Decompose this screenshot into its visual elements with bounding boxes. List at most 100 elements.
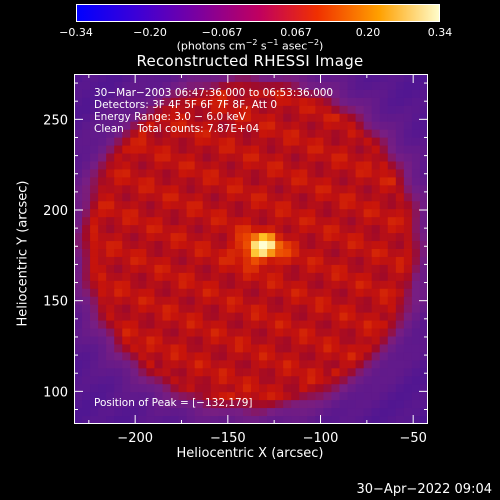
- heatmap-cell: [170, 328, 180, 338]
- heatmap-cell: [154, 328, 164, 338]
- heatmap-cell: [387, 137, 397, 147]
- heatmap-cell: [218, 161, 228, 171]
- heatmap-cell: [242, 233, 252, 242]
- heatmap-cell: [202, 129, 212, 139]
- heatmap-cell: [267, 288, 276, 298]
- heatmap-cell: [90, 304, 99, 314]
- heatmap-cell: [267, 272, 276, 282]
- heatmap-cell: [339, 145, 349, 155]
- heatmap-cell: [379, 280, 389, 290]
- heatmap-cell: [146, 249, 156, 258]
- heatmap-cell: [355, 344, 365, 353]
- heatmap-cell: [218, 89, 228, 99]
- heatmap-cell: [355, 280, 365, 290]
- heatmap-cell: [275, 400, 284, 409]
- heatmap-cell: [170, 145, 180, 155]
- heatmap-cell: [387, 272, 397, 282]
- heatmap-cell: [106, 74, 115, 83]
- heatmap-cell: [371, 121, 381, 131]
- heatmap-cell: [315, 368, 325, 377]
- heatmap-cell: [323, 296, 333, 306]
- heatmap-cell: [82, 249, 91, 258]
- heatmap-cell: [234, 225, 244, 234]
- heatmap-cell: [283, 256, 292, 266]
- heatmap-cell: [403, 129, 413, 139]
- y-tick-label: 150: [43, 295, 68, 310]
- heatmap-cell: [387, 312, 397, 322]
- heatmap-cell: [170, 233, 180, 242]
- heatmap-cell: [307, 344, 316, 353]
- heatmap-cell: [283, 272, 292, 282]
- heatmap-cell: [242, 145, 252, 155]
- heatmap-cell: [419, 129, 428, 139]
- heatmap-cell: [114, 81, 123, 91]
- heatmap-cell: [130, 296, 139, 306]
- heatmap-cell: [291, 209, 300, 218]
- heatmap-cell: [82, 193, 91, 202]
- heatmap-cell: [299, 177, 308, 186]
- heatmap-cell: [74, 392, 83, 401]
- heatmap-cell: [130, 384, 139, 393]
- heatmap-cell: [82, 185, 91, 194]
- heatmap-cell: [130, 97, 139, 107]
- heatmap-cell: [114, 161, 123, 171]
- heatmap-cell: [419, 328, 428, 338]
- heatmap-cell: [323, 280, 333, 290]
- heatmap-cell: [379, 81, 389, 91]
- heatmap-cell: [90, 233, 99, 242]
- heatmap-cell: [178, 89, 188, 99]
- heatmap-cell: [162, 161, 172, 171]
- heatmap-cell: [323, 161, 333, 171]
- heatmap-cell: [371, 105, 381, 115]
- heatmap-cell: [178, 113, 188, 123]
- heatmap-cell: [363, 105, 373, 115]
- heatmap-cell: [138, 288, 148, 298]
- heatmap-cell: [347, 408, 357, 417]
- heatmap-cell: [315, 312, 325, 322]
- heatmap-cell: [234, 312, 244, 322]
- heatmap-cell: [387, 336, 397, 346]
- heatmap-cell: [395, 113, 405, 123]
- heatmap-cell: [347, 376, 357, 385]
- heatmap-cell: [387, 129, 397, 139]
- heatmap-cell: [307, 113, 316, 123]
- heatmap-cell: [267, 320, 276, 330]
- heatmap-cell: [251, 161, 260, 171]
- heatmap-cell: [387, 416, 397, 424]
- heatmap-cell: [251, 352, 260, 361]
- heatmap-cell: [122, 201, 131, 210]
- heatmap-cell: [146, 129, 156, 139]
- heatmap-cell: [90, 360, 99, 369]
- heatmap-cell: [194, 392, 204, 401]
- heatmap-cell: [226, 193, 236, 202]
- heatmap-cell: [379, 384, 389, 393]
- heatmap-cell: [106, 344, 115, 353]
- heatmap-cell: [146, 241, 156, 250]
- heatmap-cell: [242, 201, 252, 210]
- heatmap-cell: [74, 288, 83, 298]
- heatmap-cell: [186, 352, 196, 361]
- heatmap-cell: [411, 280, 421, 290]
- heatmap-cell: [355, 264, 365, 274]
- heatmap-cell: [162, 296, 172, 306]
- heatmap-cell: [178, 74, 188, 83]
- heatmap-cell: [202, 233, 212, 242]
- heatmap-cell: [106, 408, 115, 417]
- heatmap-cell: [218, 137, 228, 147]
- heatmap-cell: [130, 177, 139, 186]
- heatmap-cell: [106, 304, 115, 314]
- heatmap-cell: [403, 185, 413, 194]
- heatmap-cell: [259, 137, 268, 147]
- heatmap-cell: [355, 217, 365, 226]
- heatmap-cell: [74, 344, 83, 353]
- heatmap-cell: [234, 97, 244, 107]
- heatmap-cell: [170, 256, 180, 266]
- heatmap-cell: [363, 288, 373, 298]
- heatmap-cell: [259, 89, 268, 99]
- heatmap-cell: [90, 272, 99, 282]
- heatmap-cell: [194, 201, 204, 210]
- heatmap-cell: [226, 400, 236, 409]
- heatmap-cell: [186, 272, 196, 282]
- heatmap-cell: [323, 145, 333, 155]
- heatmap-cell: [387, 304, 397, 314]
